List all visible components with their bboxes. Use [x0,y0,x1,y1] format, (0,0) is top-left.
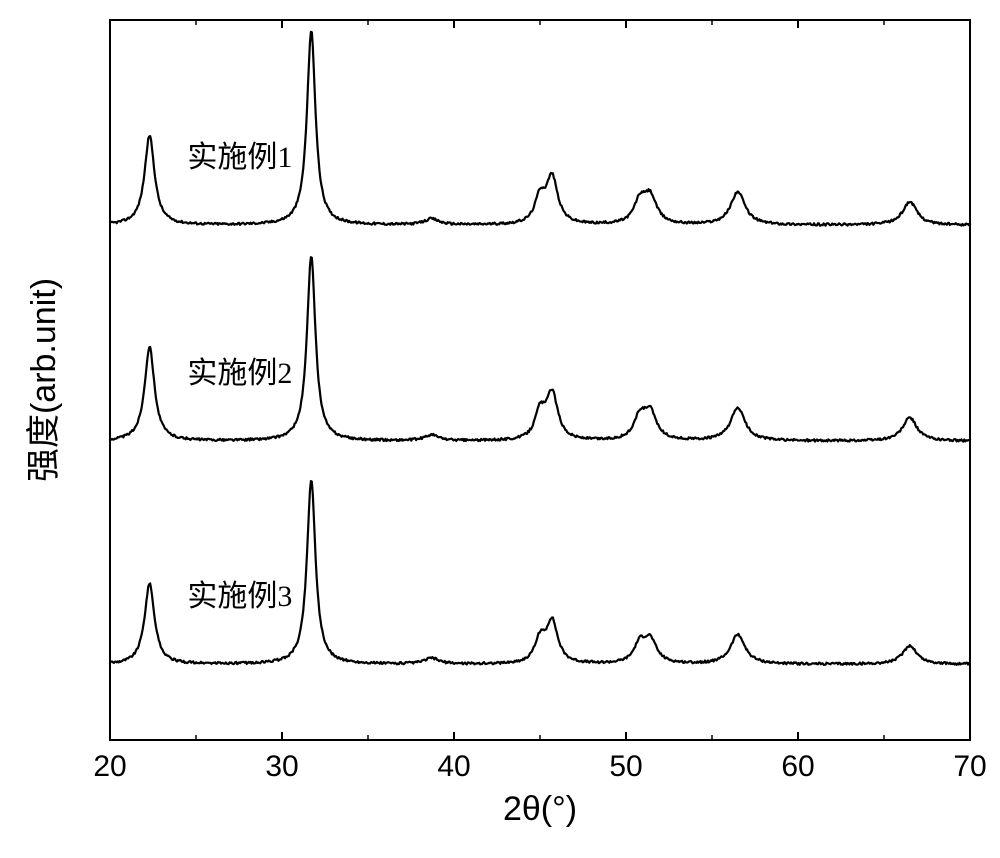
x-tick-label: 60 [781,750,814,783]
series-label-1: 实施例1 [187,141,292,174]
y-axis-label: 强度(arb.unit) [25,278,63,482]
chart-svg: 20 30 40 50 60 70 2θ(°) 强度(arb.unit) 实施例1 实施例2 实施例… [0,0,1000,858]
x-tick-label: 50 [609,750,642,783]
x-axis-label: 2θ(°) [503,790,577,828]
x-tick-label: 30 [265,750,298,783]
series-label-2: 实施例2 [187,357,292,390]
xrd-chart: 20 30 40 50 60 70 2θ(°) 强度(arb.unit) 实施例1 实施例2 实施例… [0,0,1000,858]
x-tick-label: 70 [953,750,986,783]
series-label-3: 实施例3 [187,580,292,613]
x-tick-label: 40 [437,750,470,783]
x-tick-label: 20 [93,750,126,783]
